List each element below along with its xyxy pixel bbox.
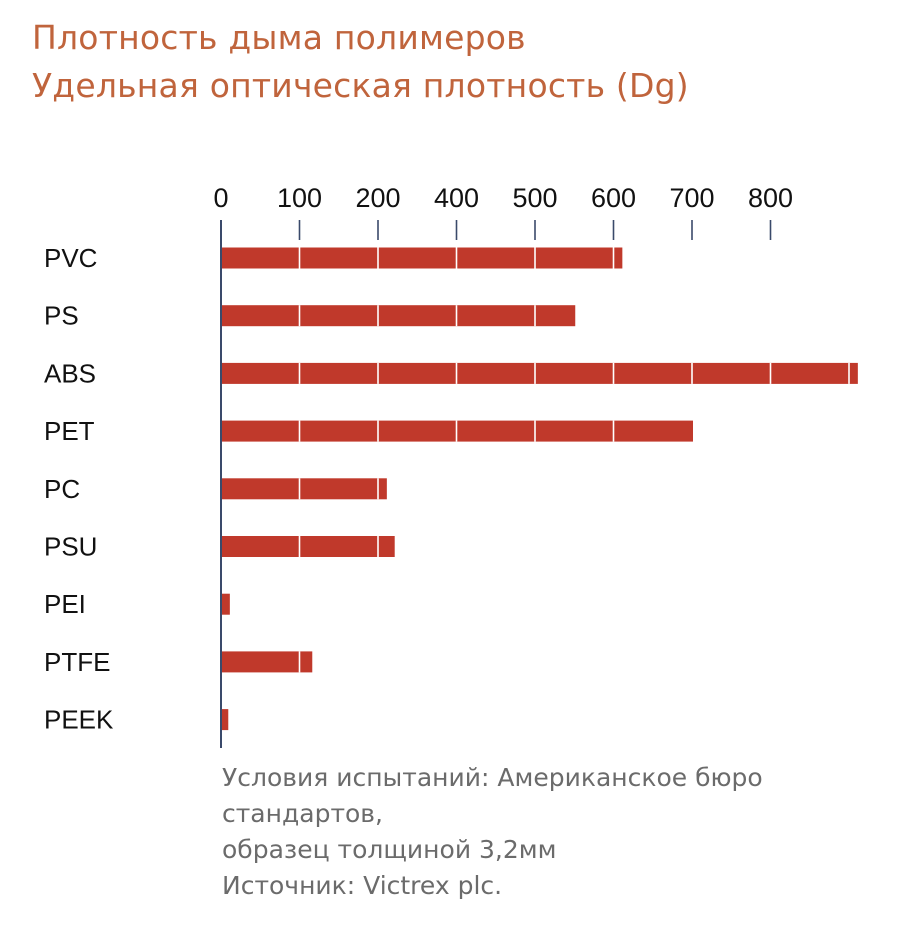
category-label-peek: PEEK xyxy=(44,705,114,735)
category-label-pet: PET xyxy=(44,416,95,446)
x-tick-label-0: 0 xyxy=(213,183,228,213)
note-test-conditions: Условия испытаний: Американское бюро xyxy=(222,763,763,792)
category-label-pvc: PVC xyxy=(44,243,97,273)
x-tick-label-600: 600 xyxy=(591,183,636,213)
note-sample-thickness: образец толщиной 3,2мм xyxy=(222,835,557,864)
category-label-pc: PC xyxy=(44,474,80,504)
x-tick-label-200: 200 xyxy=(355,183,400,213)
note-test-conditions-cont: стандартов, xyxy=(222,799,383,828)
x-tick-label-700: 700 xyxy=(669,183,714,213)
x-tick-label-500: 500 xyxy=(512,183,557,213)
bar-abs xyxy=(222,362,858,384)
x-tick-label-400: 400 xyxy=(434,183,479,213)
chart-notes: Условия испытаний: Американское бюро ста… xyxy=(222,760,763,904)
bar-pvc xyxy=(222,247,623,269)
bar-ptfe xyxy=(222,651,313,673)
category-label-pei: PEI xyxy=(44,589,86,619)
category-label-psu: PSU xyxy=(44,532,97,562)
category-label-abs: ABS xyxy=(44,358,96,388)
category-label-ptfe: PTFE xyxy=(44,647,110,677)
x-tick-label-800: 800 xyxy=(748,183,793,213)
bar-psu xyxy=(222,536,395,557)
bar-pc xyxy=(222,478,387,500)
bar-pet xyxy=(222,420,693,442)
bar-peek xyxy=(222,709,229,731)
chart-subtitle: Удельная оптическая плотность (Dg) xyxy=(32,66,689,105)
bar-ps xyxy=(222,305,576,327)
category-label-ps: PS xyxy=(44,301,79,331)
bar-pei xyxy=(222,593,230,615)
chart-title: Плотность дыма полимеров Удельная оптиче… xyxy=(32,14,689,110)
note-source: Источник: Victrex plc. xyxy=(222,871,503,900)
x-tick-label-100: 100 xyxy=(277,183,322,213)
chart-title-line-1: Плотность дыма полимеров xyxy=(32,18,526,57)
